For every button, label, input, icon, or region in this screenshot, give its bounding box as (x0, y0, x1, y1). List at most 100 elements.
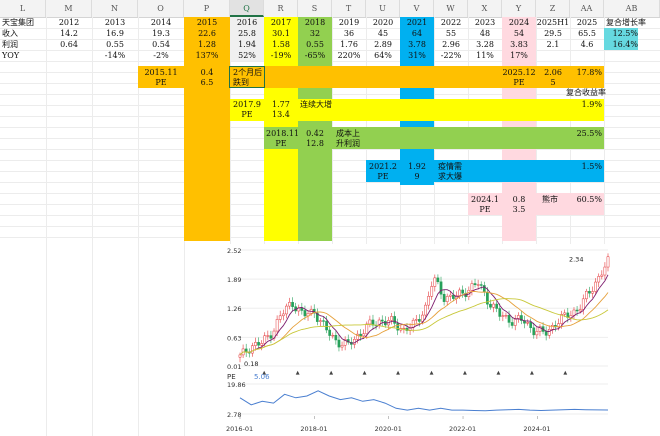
profit-cell[interactable]: 0.55 (106, 40, 124, 49)
profit-cell[interactable]: 4.6 (580, 40, 594, 49)
note-2015-v1[interactable]: 0.4 (200, 68, 214, 77)
note-2018-date[interactable]: 2018.11 (266, 129, 300, 138)
year-2022[interactable]: 2022 (440, 18, 462, 27)
revenue-cell[interactable]: 65.5 (578, 29, 596, 38)
col-header-M[interactable]: M (46, 0, 92, 17)
col-header-Y[interactable]: Y (502, 0, 536, 17)
note-2015-pe[interactable]: PE (155, 78, 167, 87)
year-2024[interactable]: 2024 (508, 18, 530, 27)
col-header-U[interactable]: U (366, 0, 400, 17)
note-2018-text1[interactable]: 成本上 (336, 129, 360, 138)
note-2021-v2[interactable]: 9 (414, 172, 420, 181)
note-2021-date[interactable]: 2021.2 (369, 162, 397, 171)
yoy-cell[interactable]: -65% (304, 51, 326, 60)
year-2012[interactable]: 2012 (58, 18, 80, 27)
profit-cell[interactable]: 1.76 (340, 40, 358, 49)
note-q-line2[interactable]: 跌到 (233, 78, 249, 87)
yoy-cell[interactable]: -14% (104, 51, 126, 60)
profit-label[interactable]: 利润 (2, 40, 18, 49)
note-2017-pe[interactable]: PE (241, 110, 253, 119)
note-2018-v1[interactable]: 0.42 (306, 129, 324, 138)
cagr-header[interactable]: 复合增长率 (606, 18, 646, 27)
year-2021[interactable]: 2021 (406, 18, 428, 27)
col-header-Q[interactable]: Q (230, 0, 264, 17)
note-2018-return[interactable]: 25.5% (576, 129, 602, 138)
revenue-cell[interactable]: 29.5 (544, 29, 562, 38)
revenue-cell[interactable]: 48 (479, 29, 491, 38)
col-header-R[interactable]: R (264, 0, 298, 17)
profit-cell[interactable]: 3.28 (476, 40, 494, 49)
revenue-cell[interactable]: 54 (513, 29, 525, 38)
year-2020[interactable]: 2020 (372, 18, 394, 27)
revenue-cell[interactable]: 22.6 (198, 29, 216, 38)
col-header-S[interactable]: S (298, 0, 332, 17)
profit-cell[interactable]: 0.55 (306, 40, 324, 49)
revenue-label[interactable]: 收入 (2, 29, 18, 38)
note-2018-pe[interactable]: PE (275, 139, 287, 148)
revenue-cell[interactable]: 36 (343, 29, 355, 38)
year-2025[interactable]: 2025 (576, 18, 598, 27)
col-header-AA[interactable]: AA (570, 0, 604, 17)
note-2017-text[interactable]: 连续大增 (300, 100, 332, 109)
yoy-cell[interactable]: 220% (337, 51, 361, 60)
note-2021-text2[interactable]: 求大爆 (438, 172, 462, 181)
col-header-L[interactable]: L (0, 0, 46, 17)
note-2021-pe[interactable]: PE (377, 172, 389, 181)
revenue-cagr[interactable]: 12.5% (612, 29, 638, 38)
yoy-cell[interactable]: 137% (195, 51, 219, 60)
profit-cell[interactable]: 3.78 (408, 40, 426, 49)
yoy-cell[interactable]: 64% (374, 51, 392, 60)
return-rate-label[interactable]: 复合收益率 (566, 88, 606, 97)
note-2017-return[interactable]: 1.9% (581, 100, 602, 109)
year-2025h1[interactable]: 2025H1 (536, 18, 570, 27)
yoy-cell[interactable]: 31% (408, 51, 426, 60)
col-header-W[interactable]: W (434, 0, 468, 17)
col-header-Z[interactable]: Z (536, 0, 570, 17)
profit-cell[interactable]: 0.64 (60, 40, 78, 49)
note-2024-pe[interactable]: PE (479, 205, 491, 214)
col-header-N[interactable]: N (92, 0, 138, 17)
note-2017-v2[interactable]: 13.4 (272, 110, 290, 119)
col-header-AB[interactable]: AB (604, 0, 660, 17)
note-2017-v1[interactable]: 1.77 (272, 100, 290, 109)
note-2017-date[interactable]: 2017.9 (233, 100, 261, 109)
note-2021-return[interactable]: 1.5% (581, 162, 602, 171)
revenue-cell[interactable]: 19.3 (152, 29, 170, 38)
note-2021-text1[interactable]: 疫情需 (438, 162, 462, 171)
selected-cell[interactable] (229, 66, 265, 88)
note-2024-text[interactable]: 熊市 (542, 195, 558, 204)
yoy-cell[interactable]: 52% (238, 51, 256, 60)
year-2018[interactable]: 2018 (304, 18, 326, 27)
revenue-cell[interactable]: 55 (445, 29, 457, 38)
profit-cell[interactable]: 1.94 (238, 40, 256, 49)
note-2024-v1[interactable]: 0.8 (512, 195, 526, 204)
profit-cagr[interactable]: 16.4% (612, 40, 638, 49)
note-2024-date[interactable]: 2024.1 (471, 195, 499, 204)
revenue-cell[interactable]: 64 (411, 29, 423, 38)
profit-cell[interactable]: 3.83 (510, 40, 528, 49)
yoy-cell[interactable]: 11% (476, 51, 494, 60)
note-2024-v2[interactable]: 3.5 (512, 205, 526, 214)
note-2018-text2[interactable]: 升利润 (336, 139, 360, 148)
yoy-cell[interactable]: -2% (153, 51, 169, 60)
note-2025-v1[interactable]: 2.06 (544, 68, 562, 77)
note-2025-v2[interactable]: 5 (550, 78, 556, 87)
revenue-cell[interactable]: 14.2 (60, 29, 78, 38)
note-2021-v1[interactable]: 1.92 (408, 162, 426, 171)
col-header-O[interactable]: O (138, 0, 184, 17)
year-2016[interactable]: 2016 (236, 18, 258, 27)
profit-cell[interactable]: 1.28 (198, 40, 216, 49)
year-2014[interactable]: 2014 (150, 18, 172, 27)
note-q-line1[interactable]: 2个月后 (233, 68, 263, 77)
year-2013[interactable]: 2013 (104, 18, 126, 27)
profit-cell[interactable]: 2.1 (546, 40, 560, 49)
note-2025-return[interactable]: 17.8% (576, 68, 602, 77)
year-2015[interactable]: 2015 (196, 18, 218, 27)
year-2017[interactable]: 2017 (270, 18, 292, 27)
profit-cell[interactable]: 0.54 (152, 40, 170, 49)
profit-cell[interactable]: 2.89 (374, 40, 392, 49)
col-header-V[interactable]: V (400, 0, 434, 17)
yoy-cell[interactable]: 17% (510, 51, 528, 60)
yoy-label[interactable]: YOY (2, 51, 20, 60)
col-header-T[interactable]: T (332, 0, 366, 17)
